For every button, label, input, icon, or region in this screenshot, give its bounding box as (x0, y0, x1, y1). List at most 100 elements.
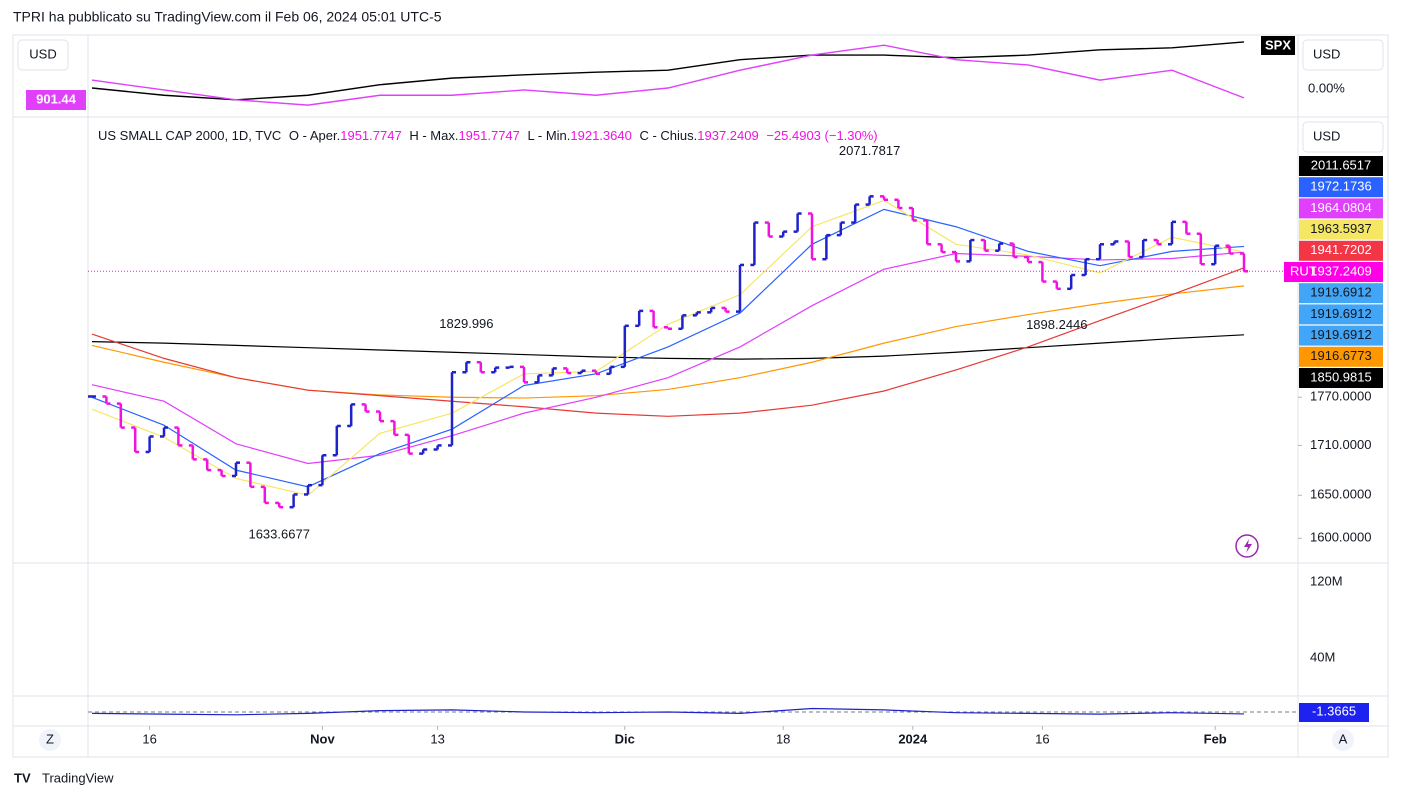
price-label: 1963.5937 (1310, 221, 1371, 236)
x-tick-label: Dic (615, 731, 635, 746)
legend-change: −25.4903 (−1.30%) (766, 128, 877, 143)
currency-button[interactable] (1302, 121, 1384, 153)
brand: TradingView (42, 770, 114, 785)
symbol-tag: RUT (1290, 263, 1317, 278)
compare-value: 901.44 (36, 91, 77, 106)
price-bar (1067, 273, 1076, 291)
price-bar (908, 206, 917, 222)
alert-bolt (1244, 539, 1252, 553)
price-bar (865, 195, 874, 206)
price-bar (1182, 220, 1191, 235)
price-label: 1937.2409 (1310, 263, 1371, 278)
zoom-button[interactable] (39, 729, 61, 751)
alert-icon[interactable] (1235, 534, 1259, 558)
price-bar (635, 309, 644, 328)
price-bar (1052, 280, 1061, 291)
price-bar (548, 367, 557, 377)
compare-tag-bg (1261, 36, 1295, 55)
price-bar (145, 435, 154, 454)
price-bar (836, 221, 845, 237)
x-tick-label: Nov (310, 731, 335, 746)
compare-line (91, 41, 1245, 101)
price-bar (880, 195, 888, 202)
legend-label: C - Chius. (639, 128, 697, 143)
currency: USD (1313, 128, 1340, 143)
price-bar (462, 360, 471, 374)
price-label-bg (1299, 240, 1383, 261)
price-bar (491, 366, 500, 374)
price-bar (289, 493, 298, 509)
price-bar (707, 306, 716, 314)
price-label-bg (1299, 368, 1383, 388)
price-bar (419, 448, 428, 455)
legend-label: O - Aper. (289, 128, 340, 143)
price-bar (563, 367, 572, 375)
price-bar (347, 403, 356, 428)
price-bar (520, 365, 528, 384)
currency-button[interactable] (17, 39, 69, 71)
price-label: 1916.6773 (1310, 348, 1371, 363)
y-tick-label: 1650.0000 (1310, 487, 1371, 502)
price-label-bg (1299, 262, 1383, 282)
currency-button[interactable] (1302, 39, 1384, 71)
frame (12, 34, 1389, 758)
price-bar (361, 403, 370, 413)
price-bar (160, 426, 168, 438)
price-bar (203, 458, 212, 472)
logo: TV (14, 770, 31, 785)
price-bar (937, 243, 946, 254)
x-tick-label: 18 (776, 731, 790, 746)
zoom: Z (46, 731, 54, 746)
price-bar (1110, 240, 1119, 246)
price-bar (678, 314, 687, 331)
price-bar (505, 365, 514, 369)
price-bar (1240, 252, 1248, 273)
price-bar (923, 219, 932, 246)
price-bar (577, 369, 586, 375)
price-label-bg (1299, 156, 1383, 176)
currency: USD (29, 46, 56, 61)
price-label-bg (1299, 346, 1383, 367)
price-label: 1850.9815 (1310, 369, 1371, 384)
price-bar (131, 426, 140, 454)
price-label-bg (1299, 177, 1383, 198)
price-bar (116, 402, 125, 429)
moving-average (91, 334, 1245, 360)
auto-button[interactable] (1332, 729, 1354, 751)
price-bar (980, 238, 989, 252)
compare-line (91, 44, 1245, 106)
price-bar (750, 221, 759, 267)
legend: US SMALL CAP 2000, 1D, TVC O - Aper.1951… (98, 128, 878, 143)
legend-value: 1951.7747 (340, 128, 401, 143)
price-label: 1972.1736 (1310, 179, 1371, 194)
price-bar (332, 424, 341, 457)
price-bar (1153, 238, 1162, 246)
price-bar (318, 454, 327, 487)
price-bar (534, 374, 543, 384)
price-bar (1024, 255, 1032, 264)
legend-value: 1951.7747 (458, 128, 519, 143)
legend-label: L - Min. (528, 128, 571, 143)
price-bar (1168, 220, 1176, 246)
moving-average (91, 267, 1245, 417)
legend-value: 1921.3640 (570, 128, 631, 143)
price-label: 1919.6912 (1310, 327, 1371, 342)
moving-average (91, 251, 1245, 465)
indicator-line (91, 707, 1245, 716)
moving-average (91, 208, 1245, 488)
auto: A (1339, 731, 1348, 746)
price-bar (606, 365, 615, 376)
price-bar (1081, 257, 1090, 277)
price-label: 1919.6912 (1310, 306, 1371, 321)
x-tick-label: 16 (1035, 731, 1049, 746)
price-bar (260, 485, 269, 505)
compare-axis-label: 0.00% (1308, 80, 1345, 95)
price-bar (649, 309, 658, 329)
x-tick-label: Feb (1204, 731, 1227, 746)
price-bar (304, 483, 312, 496)
price-bar (188, 444, 197, 461)
price-bar (664, 326, 672, 331)
indicator-label-bg (1299, 703, 1369, 722)
price-bar (1211, 244, 1220, 266)
high-low-label: 1898.2446 (1026, 317, 1087, 332)
